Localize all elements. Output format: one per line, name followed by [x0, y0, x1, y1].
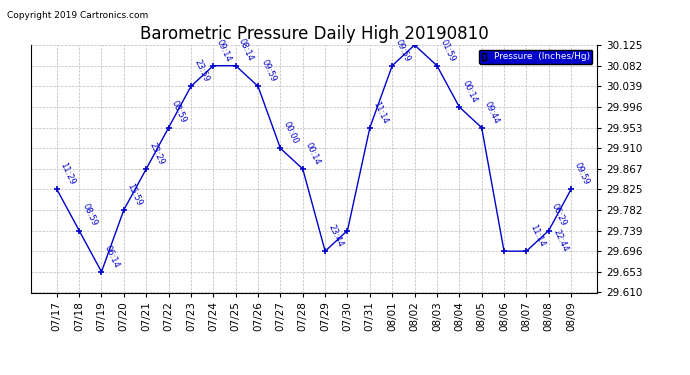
Text: 23:59: 23:59	[193, 58, 210, 84]
Text: 00:00: 00:00	[282, 120, 300, 146]
Text: 00:14: 00:14	[461, 79, 479, 104]
Text: 09:59: 09:59	[573, 161, 591, 186]
Text: 09:14: 09:14	[215, 38, 233, 63]
Text: 09:59: 09:59	[259, 58, 277, 84]
Text: 11:14: 11:14	[371, 99, 389, 125]
Text: 01:59: 01:59	[438, 38, 457, 63]
Text: 06:14: 06:14	[103, 244, 121, 269]
Text: 08:14: 08:14	[237, 38, 255, 63]
Title: Barometric Pressure Daily High 20190810: Barometric Pressure Daily High 20190810	[139, 26, 489, 44]
Text: 22:44: 22:44	[551, 228, 570, 253]
Text: 06:29: 06:29	[550, 202, 569, 228]
Text: 09:59: 09:59	[393, 38, 412, 63]
Text: 09:44: 09:44	[483, 99, 501, 125]
Text: 08:59: 08:59	[81, 202, 99, 228]
Text: 11:14: 11:14	[528, 223, 546, 248]
Text: 23:29: 23:29	[148, 141, 166, 166]
Legend: Pressure  (Inches/Hg): Pressure (Inches/Hg)	[479, 50, 592, 64]
Text: 15:59: 15:59	[126, 182, 144, 207]
Text: 23:44: 23:44	[326, 223, 345, 248]
Text: 08:59: 08:59	[170, 99, 188, 125]
Text: Copyright 2019 Cartronics.com: Copyright 2019 Cartronics.com	[7, 11, 148, 20]
Text: 00:14: 00:14	[304, 141, 322, 166]
Text: 11:29: 11:29	[58, 161, 77, 186]
